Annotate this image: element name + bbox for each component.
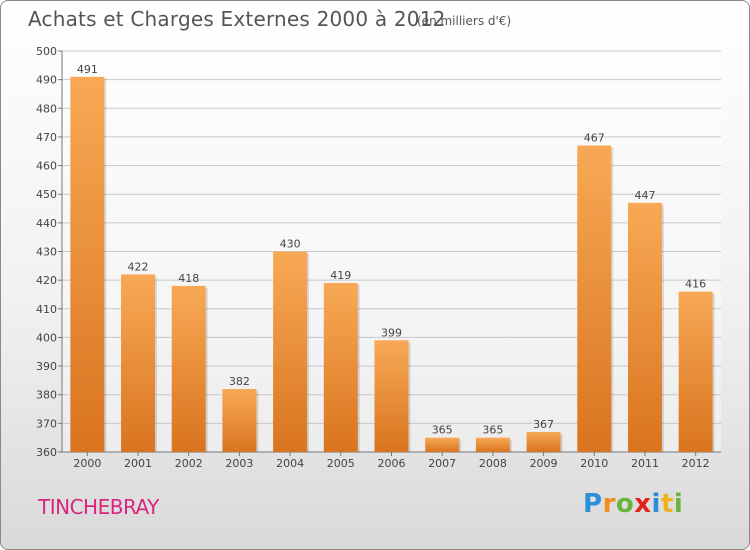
- y-tick-label: 480: [36, 102, 57, 115]
- bar-value-label: 365: [482, 424, 503, 437]
- logo-letter: x: [634, 489, 652, 519]
- bar-value-label: 422: [128, 260, 149, 273]
- chart-subtitle: (en milliers d'€): [417, 14, 512, 28]
- logo-letter: r: [602, 489, 616, 519]
- y-tick-label: 490: [36, 74, 57, 87]
- x-tick-label: 2007: [428, 457, 456, 470]
- logo-letter: t: [660, 489, 674, 519]
- bar-value-label: 467: [584, 132, 605, 145]
- y-tick-label: 450: [36, 188, 57, 201]
- y-tick-label: 380: [36, 389, 57, 402]
- x-tick-label: 2001: [124, 457, 152, 470]
- bar-value-label: 416: [685, 278, 706, 291]
- x-tick-label: 2012: [682, 457, 710, 470]
- y-tick-label: 500: [36, 45, 57, 58]
- x-tick-label: 2005: [327, 457, 355, 470]
- bar-value-label: 430: [280, 238, 301, 251]
- logo-letter: P: [583, 489, 603, 519]
- bar: [222, 388, 257, 452]
- bar: [70, 76, 105, 453]
- bar: [577, 145, 612, 452]
- bar: [374, 340, 409, 452]
- bar: [273, 251, 308, 452]
- bar: [526, 431, 561, 452]
- y-tick-label: 470: [36, 131, 57, 144]
- x-tick-label: 2006: [378, 457, 406, 470]
- x-tick-label: 2003: [225, 457, 253, 470]
- y-tick-label: 440: [36, 217, 57, 230]
- bar-value-label: 418: [178, 272, 199, 285]
- bar-value-label: 399: [381, 326, 402, 339]
- chart-title: Achats et Charges Externes 2000 à 2012: [28, 7, 446, 31]
- y-tick-label: 410: [36, 303, 57, 316]
- bar: [425, 437, 460, 452]
- bar: [475, 437, 510, 452]
- y-tick-label: 390: [36, 360, 57, 373]
- y-tick-label: 420: [36, 274, 57, 287]
- y-tick-label: 460: [36, 160, 57, 173]
- x-tick-label: 2009: [530, 457, 558, 470]
- bar: [323, 283, 358, 452]
- logo-letter: i: [673, 489, 684, 519]
- bar-value-label: 491: [77, 63, 98, 76]
- logo-letter: i: [651, 489, 661, 519]
- bar-value-label: 382: [229, 375, 250, 388]
- city-name: TINCHEBRAY: [38, 495, 159, 519]
- bar-value-label: 367: [533, 418, 554, 431]
- x-tick-label: 2004: [276, 457, 304, 470]
- bar-value-label: 447: [634, 189, 655, 202]
- proxiti-logo: Proxiti: [583, 489, 683, 519]
- y-tick-label: 370: [36, 417, 57, 430]
- x-tick-label: 2008: [479, 457, 507, 470]
- x-tick-label: 2010: [580, 457, 608, 470]
- x-tick-label: 2000: [73, 457, 101, 470]
- bar: [627, 202, 662, 452]
- bar: [678, 291, 713, 452]
- y-tick-label: 400: [36, 331, 57, 344]
- y-tick-label: 360: [36, 446, 57, 459]
- bar: [121, 274, 156, 452]
- bar-value-label: 365: [432, 424, 453, 437]
- x-tick-label: 2011: [631, 457, 659, 470]
- y-tick-label: 430: [36, 246, 57, 259]
- bar-value-label: 419: [330, 269, 351, 282]
- logo-letter: o: [615, 489, 635, 519]
- x-tick-label: 2002: [175, 457, 203, 470]
- bar: [171, 285, 206, 452]
